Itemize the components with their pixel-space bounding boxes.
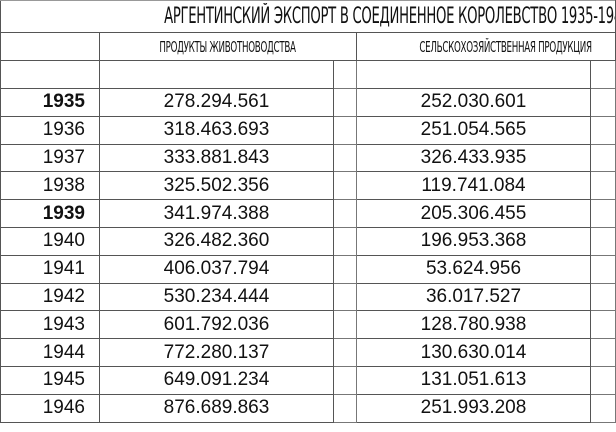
spacer-cell xyxy=(333,115,357,145)
table-row: 1938 325.502.356 119.741.084 xyxy=(0,171,616,201)
blank-cell xyxy=(356,60,591,89)
livestock-value: 341.974.388 xyxy=(99,199,334,228)
year-cell: 1935 xyxy=(0,88,100,117)
header-empty-cell xyxy=(0,32,100,61)
spacer-cell xyxy=(589,393,616,423)
table-row: 1939 341.974.388 205.306.455 xyxy=(0,199,616,228)
blank-cell xyxy=(333,60,357,89)
agriculture-value: 119.741.084 xyxy=(356,171,591,201)
livestock-value: 649.091.234 xyxy=(99,365,334,395)
year-cell: 1939 xyxy=(0,199,100,228)
spacer-cell xyxy=(333,171,357,201)
spacer-cell xyxy=(333,199,357,228)
livestock-value: 278.294.561 xyxy=(99,88,334,117)
year-cell: 1941 xyxy=(0,254,100,284)
spacer-cell xyxy=(333,338,357,367)
spacer-cell xyxy=(333,254,357,284)
blank-row xyxy=(0,60,616,89)
livestock-value: 318.463.693 xyxy=(99,115,334,145)
spacer-cell xyxy=(589,254,616,284)
year-cell: 1946 xyxy=(0,393,100,423)
livestock-value: 530.234.444 xyxy=(99,282,334,312)
table-title-cell: АРГЕНТИНСКИЙ ЭКСПОРТ В СОЕДИНЕННОЕ КОРОЛ… xyxy=(0,0,616,33)
livestock-value: 876.689.863 xyxy=(99,393,334,423)
table-row: 1940 326.482.360 196.953.368 xyxy=(0,226,616,256)
spacer-cell xyxy=(589,199,616,228)
livestock-value: 772.280.137 xyxy=(99,338,334,367)
year-cell: 1943 xyxy=(0,310,100,340)
agriculture-value: 36.017.527 xyxy=(356,282,591,312)
agriculture-value: 205.306.455 xyxy=(356,199,591,228)
table-row: 1941 406.037.794 53.624.956 xyxy=(0,254,616,284)
year-cell: 1936 xyxy=(0,115,100,145)
table-title: АРГЕНТИНСКИЙ ЭКСПОРТ В СОЕДИНЕННОЕ КОРОЛ… xyxy=(164,4,616,29)
spacer-cell xyxy=(333,226,357,256)
spacer-cell xyxy=(333,143,357,173)
year-cell: 1942 xyxy=(0,282,100,312)
agriculture-value: 130.630.014 xyxy=(356,338,591,367)
spacer-cell xyxy=(589,310,616,340)
exports-table: АРГЕНТИНСКИЙ ЭКСПОРТ В СОЕДИНЕННОЕ КОРОЛ… xyxy=(0,0,616,423)
header-livestock: ПРОДУКТЫ ЖИВОТНОВОДСТВА xyxy=(159,37,297,56)
spacer-cell xyxy=(333,393,357,423)
agriculture-value: 131.051.613 xyxy=(356,365,591,395)
table-row: 1946 876.689.863 251.993.208 xyxy=(0,393,616,423)
spacer-cell xyxy=(589,226,616,256)
agriculture-value: 53.624.956 xyxy=(356,254,591,284)
agriculture-value: 196.953.368 xyxy=(356,226,591,256)
table-row: 1937 333.881.843 326.433.935 xyxy=(0,143,616,173)
year-cell: 1937 xyxy=(0,143,100,173)
agriculture-value: 251.993.208 xyxy=(356,393,591,423)
spacer-cell xyxy=(589,143,616,173)
blank-cell xyxy=(99,60,334,89)
year-cell: 1938 xyxy=(0,171,100,201)
table-row: 1935 278.294.561 252.030.601 xyxy=(0,88,616,117)
spacer-cell xyxy=(333,282,357,312)
spacer-cell xyxy=(589,365,616,395)
spacer-cell xyxy=(333,310,357,340)
livestock-value: 326.482.360 xyxy=(99,226,334,256)
year-cell: 1944 xyxy=(0,338,100,367)
year-cell: 1940 xyxy=(0,226,100,256)
livestock-value: 333.881.843 xyxy=(99,143,334,173)
spacer-cell xyxy=(589,338,616,367)
table-row: 1945 649.091.234 131.051.613 xyxy=(0,365,616,395)
header-agriculture-cell: СЕЛЬСКОХОЗЯЙСТВЕННАЯ ПРОДУКЦИЯ xyxy=(355,32,616,61)
spacer-cell xyxy=(333,88,357,117)
spacer-cell xyxy=(589,88,616,117)
livestock-value: 325.502.356 xyxy=(99,171,334,201)
blank-cell xyxy=(0,60,100,89)
header-agriculture: СЕЛЬСКОХОЗЯЙСТВЕННАЯ ПРОДУКЦИЯ xyxy=(419,37,592,56)
table-row: 1936 318.463.693 251.054.565 xyxy=(0,115,616,145)
livestock-value: 601.792.036 xyxy=(99,310,334,340)
spacer-cell xyxy=(333,365,357,395)
header-row: ПРОДУКТЫ ЖИВОТНОВОДСТВА СЕЛЬСКОХОЗЯЙСТВЕ… xyxy=(0,32,616,61)
table-row: 1943 601.792.036 128.780.938 xyxy=(0,310,616,340)
header-livestock-cell: ПРОДУКТЫ ЖИВОТНОВОДСТВА xyxy=(99,32,357,61)
agriculture-value: 251.054.565 xyxy=(356,115,591,145)
blank-cell xyxy=(589,60,616,89)
spacer-cell xyxy=(589,115,616,145)
table-row: 1942 530.234.444 36.017.527 xyxy=(0,282,616,312)
year-cell: 1945 xyxy=(0,365,100,395)
table-row: 1944 772.280.137 130.630.014 xyxy=(0,338,616,367)
agriculture-value: 128.780.938 xyxy=(356,310,591,340)
spacer-cell xyxy=(589,282,616,312)
agriculture-value: 252.030.601 xyxy=(356,88,591,117)
spacer-cell xyxy=(589,171,616,201)
title-row: АРГЕНТИНСКИЙ ЭКСПОРТ В СОЕДИНЕННОЕ КОРОЛ… xyxy=(0,0,616,33)
livestock-value: 406.037.794 xyxy=(99,254,334,284)
agriculture-value: 326.433.935 xyxy=(356,143,591,173)
